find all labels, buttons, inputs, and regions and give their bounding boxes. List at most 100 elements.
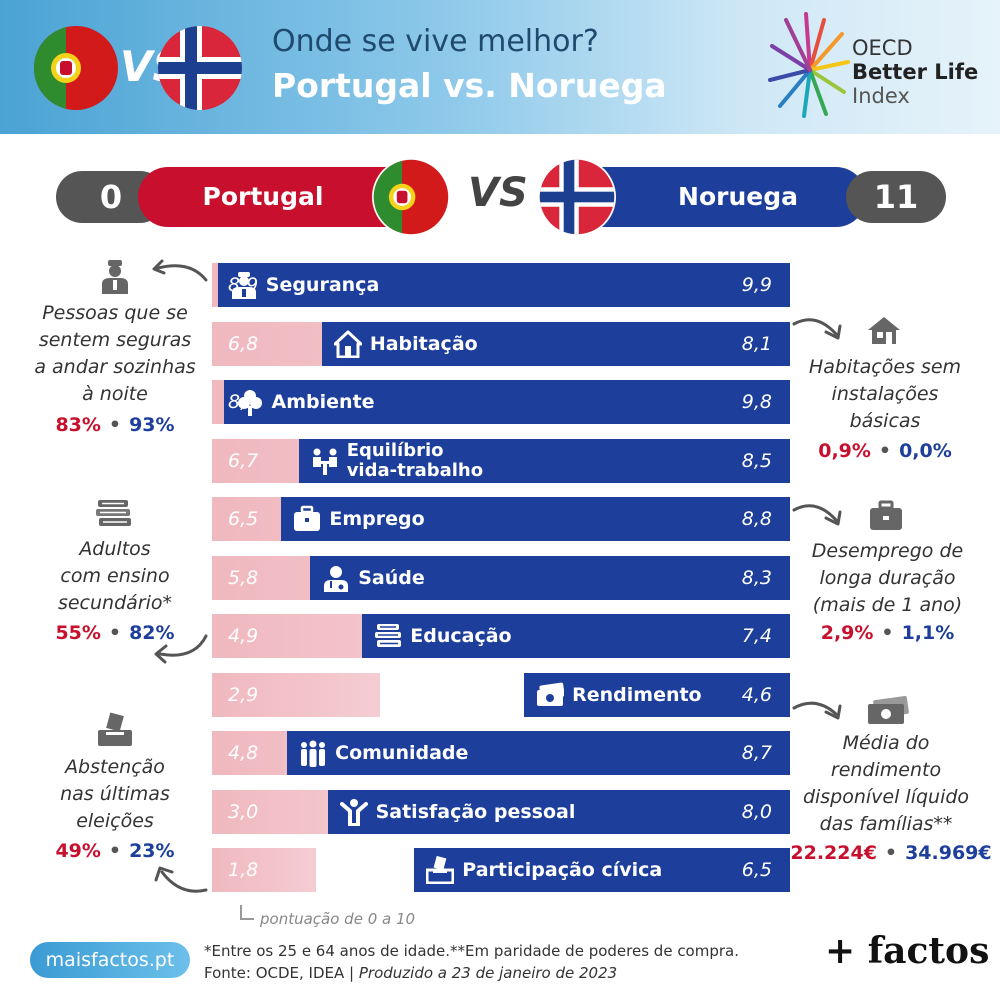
norway-bar [217,263,790,307]
category-label: Participação cívica [426,848,662,892]
briefcase-icon [294,505,321,531]
house-icon [333,330,362,358]
arrow-icon [792,318,842,340]
category-label: Satisfação pessoal [339,790,575,834]
norway-value-label: 8,0 [741,800,772,823]
scale-note: pontuação de 0 a 10 [260,910,416,928]
bar-row: 4,9 7,4 Educação [212,614,790,658]
norway-bar [321,321,790,366]
norway-value-label: 8,3 [741,566,772,589]
person-icon [339,798,368,826]
bar-row: 4,8 8,7 Comunidade [212,731,790,775]
abstention-values: 49% • 23% [55,840,175,862]
bar-row: 6,7 8,5 Equilíbrio vida-trabalho [212,438,790,483]
site-link[interactable]: maisfactos.pt [30,942,190,978]
bar-row: 6,5 8,8 Emprego [212,497,790,541]
norway-value-label: 8,8 [741,508,772,530]
portugal-bar [212,672,380,717]
category-label: Comunidade [299,731,468,775]
portugal-value-label: 6,8 [228,332,259,355]
housing-values: 0,9% • 0,0% [818,440,952,462]
portugal-bar [212,848,317,892]
oecd-logo-icon [768,12,850,118]
housing-note: Habitações sem instalações básicas [808,356,962,432]
safety-note: Pessoas que se sentem seguras a andar so… [34,302,196,405]
abstention-note: Abstenção nas últimas eleições [60,756,170,832]
education-note: Adultos com ensino secundário* [57,538,173,614]
money-icon [537,682,565,706]
oecd-wordmark: OECD Better Life Index [852,36,979,108]
norway-bar [362,614,790,658]
education-values: 55% • 82% [55,622,175,644]
norway-value-label: 7,4 [741,625,772,647]
category-label: Ambiente [236,380,375,424]
people-icon [301,740,326,767]
category-label: Saúde [322,556,425,600]
portugal-value-label: 4,9 [228,625,259,647]
category-label: Segurança [230,263,379,307]
balance-icon [312,448,337,475]
bar-row: 5,8 8,3 Saúde [212,555,790,600]
arrow-icon [792,701,842,720]
bar-row: 2,9 4,6 Rendimento [212,672,790,717]
bar-row: 1,8 6,5 Participação cívica [212,848,790,892]
norway-flag-icon [158,26,242,110]
ballot-icon [426,856,455,884]
books-icon [375,624,402,647]
norway-bar [223,380,790,424]
income-values: 22.224€ • 34.969€ [790,842,992,864]
norway-value-label: 8,7 [741,742,772,764]
norway-value-label: 8,1 [741,332,772,355]
portugal-flag-icon [34,26,118,110]
norway-value-label: 6,5 [741,859,772,881]
portugal-value-label: 3,0 [228,800,259,823]
books-icon [96,500,131,526]
norway-flag-icon [538,158,616,236]
norway-score: 11 [846,171,946,223]
arrow-icon [792,504,842,526]
norway-value-label: 4,6 [741,683,772,706]
unemployment-values: 2,9% • 1,1% [820,622,955,644]
police-icon [231,272,256,299]
category-label: Equilíbrio vida-trabalho [311,439,483,483]
norway-value-label: 8,5 [741,449,772,472]
brand-logo: + factos [825,930,990,972]
category-label: Educação [374,614,512,658]
briefcase-icon [870,500,902,530]
portugal-value-label: 4,8 [228,742,259,764]
bar-row: 3,0 8,0 Satisfação pessoal [212,789,790,834]
norway-value-label: 9,9 [741,274,772,296]
tree-icon [237,390,262,416]
portugal-flag-icon [372,158,450,236]
page-subtitle: Portugal vs. Noruega [272,66,667,105]
scale-bracket-icon [240,905,254,920]
portugal-value-label: 5,8 [228,566,259,589]
police-icon [102,260,128,294]
safety-values: 83% • 93% [55,414,175,436]
norway-bar [281,497,790,541]
category-label: Habitação [333,322,478,366]
portugal-value-label: 6,7 [228,449,259,472]
category-label: Rendimento [536,673,702,717]
bar-row: 6,8 8,1 Habitação [212,321,790,366]
arrow-icon [154,634,208,664]
category-label: Emprego [293,497,425,541]
portugal-value-label: 1,8 [228,859,259,881]
norway-value-label: 9,8 [741,391,772,413]
arrow-icon [152,259,208,282]
footnote: *Entre os 25 e 64 anos de idade.**Em par… [204,942,739,982]
page-title: Onde se vive melhor? [272,24,599,59]
score-vs: VS [468,170,528,216]
norway-bar [327,789,790,834]
arrow-icon [154,866,208,893]
norway-bar [287,731,790,775]
norway-bar [524,672,790,717]
portugal-value-label: 6,5 [228,508,259,530]
norway-bar [310,555,790,600]
income-note: Média do rendimento disponível líquido d… [802,732,970,835]
norway-bar [414,848,790,892]
unemployment-note: Desemprego de longa duração (mais de 1 a… [811,540,964,616]
norway-bar [298,438,790,483]
